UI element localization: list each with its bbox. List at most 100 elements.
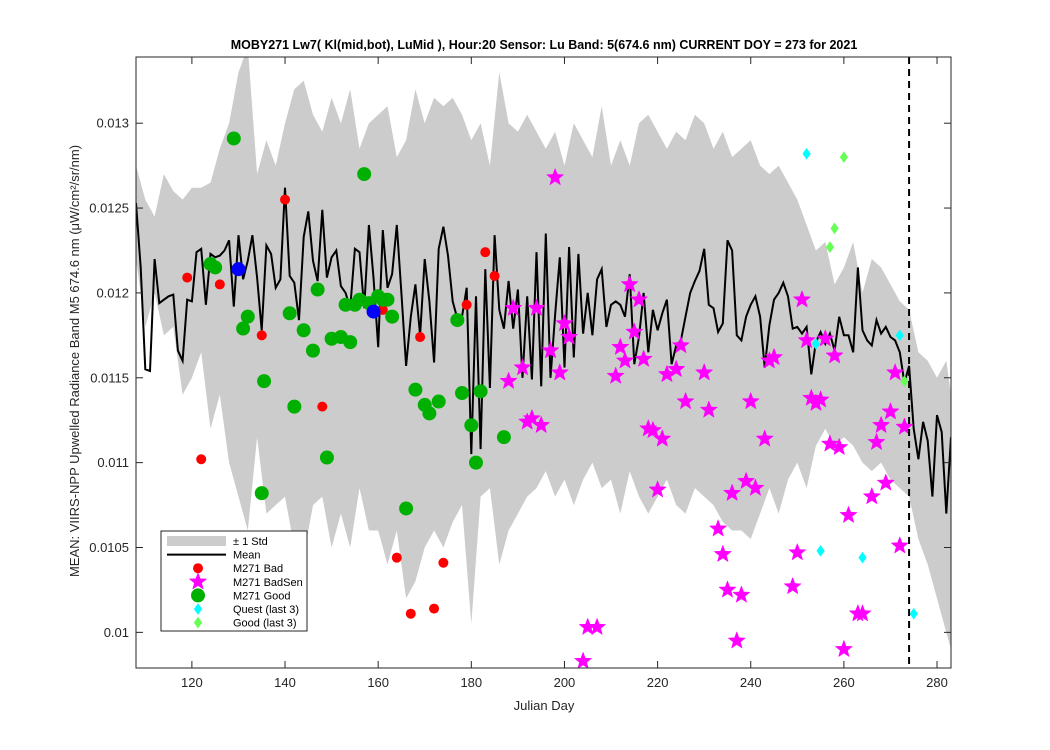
badsen-point	[788, 542, 807, 561]
quest-point	[858, 551, 867, 564]
quest-point	[811, 337, 821, 350]
std-band	[136, 57, 951, 650]
badsen-point	[699, 400, 719, 418]
good-point	[496, 430, 511, 445]
axes-box	[135, 56, 952, 669]
badsen-point	[718, 580, 737, 598]
y-tick-label: 0.0105	[89, 540, 129, 555]
legend-bad-swatch	[193, 563, 203, 574]
badsen-point	[504, 298, 523, 317]
good-point	[208, 260, 223, 275]
y-axis-label: MEAN: VIIRS-NPP Upwelled Radiance Band M…	[67, 145, 82, 577]
series-1	[499, 167, 914, 668]
good-point	[455, 386, 469, 401]
quest-point	[816, 545, 825, 557]
badsen-point	[550, 362, 570, 381]
badsen-point	[694, 362, 714, 381]
badsen-point	[862, 486, 882, 505]
bad-point	[415, 332, 426, 343]
badsen-point	[820, 434, 840, 452]
good-last3-point	[839, 151, 848, 164]
badsen-point	[736, 471, 756, 490]
badsen-point	[830, 437, 849, 456]
badsen-point	[513, 357, 532, 376]
x-tick-label: 200	[554, 675, 576, 690]
x-tick-label: 180	[460, 675, 482, 690]
badsen-point	[648, 480, 667, 498]
legend-good-last3-swatch	[193, 616, 203, 629]
x-tick-label: 120	[181, 675, 203, 690]
good-point	[343, 335, 358, 350]
bad-point	[196, 454, 207, 465]
bad-point	[438, 557, 449, 568]
badsen-point	[834, 639, 854, 658]
badsen-point	[783, 576, 802, 595]
x-tick-label: 280	[926, 675, 948, 690]
quest-point	[895, 329, 904, 342]
legend-std-swatch	[167, 536, 226, 546]
good-last3-point	[830, 222, 839, 235]
badsen-point	[722, 483, 742, 502]
badsen-point	[629, 289, 649, 308]
y-tick-label: 0.01	[104, 625, 129, 640]
badsen-point	[587, 617, 607, 636]
badsen-point	[885, 362, 905, 381]
y-tick-label: 0.013	[96, 116, 129, 131]
badsen-point	[732, 585, 751, 603]
badsen-point	[541, 340, 560, 359]
badsen-point	[522, 408, 542, 427]
good-point	[319, 450, 334, 465]
badsen-point	[545, 167, 565, 186]
badsen-point	[634, 349, 653, 367]
badsen-point	[653, 429, 672, 447]
good-point	[287, 399, 302, 414]
badsen-point	[611, 337, 630, 356]
legend-quest-swatch	[193, 603, 203, 615]
badsen-point	[867, 432, 886, 451]
good-point	[254, 486, 269, 501]
badsen-point	[573, 651, 593, 668]
good-point	[431, 394, 446, 409]
good-last3-point	[900, 375, 909, 388]
series-2	[203, 131, 511, 516]
y-tick-label: 0.0115	[90, 370, 129, 385]
legend-label: Mean	[233, 550, 261, 562]
series-4	[802, 147, 918, 620]
bad-point	[429, 603, 440, 614]
highlight-point	[231, 262, 246, 277]
good-point	[380, 292, 395, 307]
y-tick-label: 0.012	[96, 285, 129, 300]
chart-title: MOBY271 Lw7( Kl(mid,bot), LuMid ), Hour:…	[231, 38, 858, 52]
legend-label: Quest (last 3)	[233, 604, 299, 616]
badsen-point	[713, 544, 733, 563]
good-point	[305, 343, 320, 358]
badsen-point	[890, 536, 909, 554]
badsen-point	[853, 603, 872, 622]
good-point	[296, 323, 311, 338]
badsen-point	[839, 505, 858, 524]
good-point	[450, 313, 465, 328]
good-point	[282, 306, 297, 321]
badsen-point	[764, 347, 784, 366]
badsen-point	[559, 327, 579, 345]
series-5	[825, 151, 909, 388]
bad-point	[461, 299, 472, 310]
badsen-point	[816, 328, 835, 347]
badsen-point	[755, 429, 774, 447]
y-tick-label: 0.011	[97, 455, 129, 470]
bad-point	[256, 330, 267, 341]
good-point	[240, 309, 255, 324]
good-point	[408, 382, 423, 397]
badsen-point	[671, 335, 691, 354]
bad-point	[214, 279, 225, 290]
badsen-point	[667, 359, 686, 378]
badsen-point	[643, 420, 663, 439]
legend-label: M271 Bad	[233, 563, 283, 575]
bad-point	[480, 247, 491, 258]
badsen-point	[797, 330, 816, 349]
badsen-point	[625, 322, 644, 340]
good-last3-point	[825, 241, 835, 253]
badsen-point	[499, 371, 518, 390]
quest-point	[802, 147, 811, 160]
